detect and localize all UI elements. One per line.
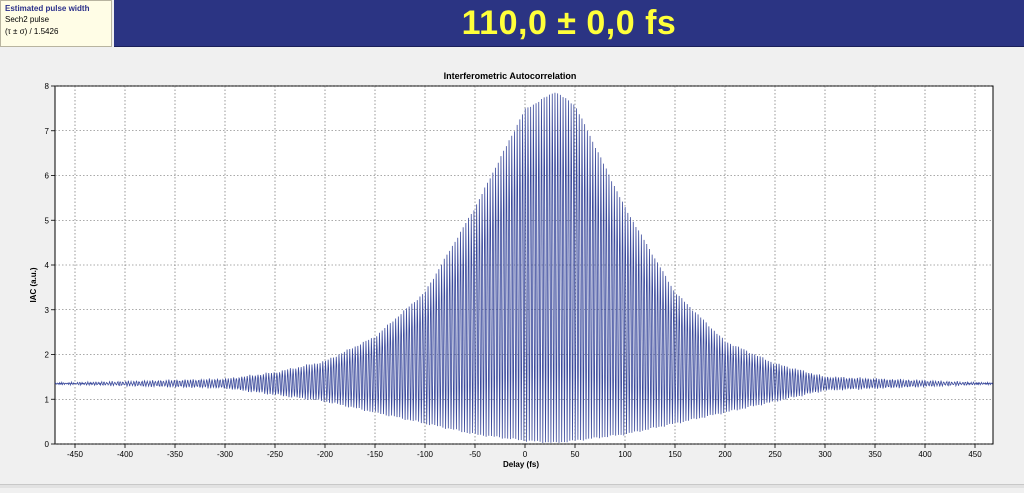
x-tick-label: 400 (918, 450, 932, 459)
x-tick-label: -100 (417, 450, 434, 459)
x-tick-label: 450 (968, 450, 982, 459)
x-tick-label: -200 (317, 450, 334, 459)
y-tick-label: 1 (45, 395, 50, 404)
y-tick-label: 2 (45, 351, 50, 360)
x-tick-label: -300 (217, 450, 234, 459)
info-title: Estimated pulse width (5, 4, 90, 13)
x-tick-label: 50 (571, 450, 580, 459)
info-formula: (τ ± σ) / 1.5426 (5, 27, 59, 36)
chart-panel: Interferometric Autocorrelation -450 -400… (0, 60, 1024, 488)
y-tick-label: 3 (45, 306, 50, 315)
iac-chart: Interferometric Autocorrelation -450 -400… (29, 71, 994, 469)
iac-trace-series (54, 92, 993, 443)
x-axis-label: Delay (fs) (503, 460, 539, 469)
y-tick-label: 4 (45, 261, 50, 270)
y-axis-label: IAC (a.u.) (29, 267, 38, 302)
y-tick-label: 7 (45, 127, 50, 136)
info-pulse-type: Sech2 pulse (5, 15, 50, 24)
x-tick-label: 100 (618, 450, 632, 459)
y-tick-label: 8 (45, 82, 50, 91)
chart-title: Interferometric Autocorrelation (444, 71, 577, 81)
x-tick-label: 150 (668, 450, 682, 459)
y-tick-label: 0 (45, 440, 50, 449)
x-tick-label: -250 (267, 450, 284, 459)
x-tick-label: 200 (718, 450, 732, 459)
x-tick-label: -400 (117, 450, 134, 459)
status-strip (0, 484, 1024, 488)
y-tick-label: 6 (45, 172, 50, 181)
pulse-info-box: Estimated pulse width Sech2 pulse (τ ± σ… (0, 0, 112, 47)
x-axis: -450 -400 -350 -300 -250 -200 -150 -100 -50 0 50 10… (67, 444, 982, 459)
x-tick-label: -450 (67, 450, 84, 459)
x-tick-label: -350 (167, 450, 184, 459)
pulse-width-value: 110,0 ± 0,0 fs (461, 3, 677, 42)
pulse-width-banner: 110,0 ± 0,0 fs (114, 0, 1024, 47)
y-tick-label: 5 (45, 216, 50, 225)
x-tick-label: -150 (367, 450, 384, 459)
x-tick-label: 0 (523, 450, 528, 459)
y-axis: 0 1 2 3 4 5 6 7 8 (45, 82, 55, 449)
x-tick-label: 250 (768, 450, 782, 459)
x-tick-label: -50 (469, 450, 481, 459)
x-tick-label: 350 (868, 450, 882, 459)
x-tick-label: 300 (818, 450, 832, 459)
